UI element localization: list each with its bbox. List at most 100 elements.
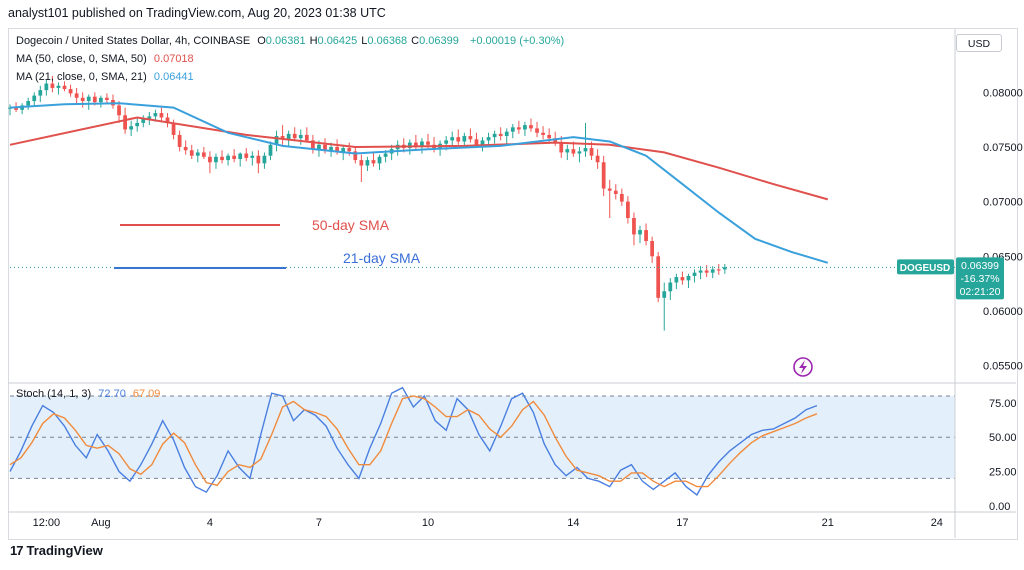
stoch-y-tick-label: 50.00 bbox=[989, 432, 1017, 444]
candle bbox=[26, 97, 31, 110]
candle bbox=[208, 151, 212, 174]
candle bbox=[244, 148, 249, 162]
lightning-icon-ring bbox=[793, 357, 813, 377]
candle-body bbox=[674, 277, 679, 283]
candle bbox=[232, 149, 237, 163]
candle-body bbox=[571, 149, 576, 154]
candle-body bbox=[347, 148, 352, 152]
candle-body bbox=[607, 188, 612, 191]
stoch-y-tick-label: 0.00 bbox=[989, 501, 1010, 513]
candle-body bbox=[195, 152, 200, 156]
candle bbox=[111, 94, 115, 109]
price-tag: DOGEUSD 0.06399-16.37%02:21:20 bbox=[10, 257, 1004, 300]
candle-body bbox=[26, 101, 31, 106]
tradingview-logo-icon: 17 bbox=[10, 543, 24, 558]
candle-body bbox=[280, 136, 285, 140]
candle bbox=[250, 151, 255, 166]
candle bbox=[74, 87, 79, 104]
candle bbox=[698, 266, 703, 280]
candle-body bbox=[510, 127, 515, 132]
candle bbox=[304, 127, 309, 143]
candle bbox=[656, 251, 661, 303]
candle-body bbox=[56, 85, 61, 88]
price-tag-change: -16.37% bbox=[960, 273, 999, 285]
candle bbox=[510, 124, 515, 139]
candle-body bbox=[304, 134, 309, 141]
candle bbox=[286, 130, 291, 146]
candle bbox=[613, 184, 618, 200]
candle bbox=[298, 129, 303, 145]
candle-body bbox=[704, 270, 709, 273]
candle-body bbox=[601, 162, 606, 189]
candle-body bbox=[244, 153, 249, 158]
x-tick-label: 7 bbox=[316, 517, 322, 529]
candle-body bbox=[238, 153, 243, 159]
candle-body bbox=[80, 97, 85, 102]
sma50-annotation-label: 50-day SMA bbox=[312, 217, 390, 233]
moving-averages bbox=[9, 102, 829, 264]
candle-body bbox=[444, 140, 449, 144]
candle bbox=[56, 82, 61, 95]
candle bbox=[8, 104, 12, 116]
ohlc-label: O bbox=[257, 35, 266, 47]
candle-body bbox=[147, 116, 152, 119]
candle-body bbox=[662, 291, 667, 298]
ohlc-value: 0.06399 bbox=[419, 35, 459, 47]
candle bbox=[626, 196, 630, 224]
candle bbox=[638, 225, 642, 244]
y-tick-label: 0.06000 bbox=[983, 306, 1023, 318]
candle-body bbox=[377, 156, 382, 164]
candle-body bbox=[323, 144, 327, 151]
candle bbox=[86, 94, 91, 110]
stoch-d-value: 67.09 bbox=[132, 388, 161, 400]
candle-body bbox=[486, 137, 491, 141]
symbol-tag-bg bbox=[897, 259, 954, 275]
candle bbox=[50, 75, 55, 93]
candle-body bbox=[577, 151, 582, 154]
ohlc-label: H bbox=[309, 35, 318, 47]
x-tick-label: 21 bbox=[822, 517, 834, 529]
candle-body bbox=[129, 126, 134, 130]
ma21-value: 0.06441 bbox=[153, 71, 194, 83]
sma21-line bbox=[9, 102, 829, 264]
candle bbox=[432, 137, 436, 153]
candle bbox=[359, 154, 364, 182]
candle bbox=[492, 130, 497, 144]
sma21-annotation-label: 21-day SMA bbox=[343, 250, 421, 266]
candle bbox=[529, 118, 533, 132]
lightning-icon[interactable] bbox=[793, 357, 813, 377]
candle-body bbox=[159, 113, 164, 118]
candle-body bbox=[426, 141, 430, 145]
stoch-k-line bbox=[9, 386, 818, 496]
candle bbox=[541, 126, 545, 140]
candle bbox=[692, 269, 697, 283]
candle bbox=[262, 152, 267, 169]
candle-body bbox=[38, 90, 43, 96]
candle bbox=[601, 155, 606, 197]
candle-body bbox=[668, 282, 673, 292]
candle-body bbox=[292, 133, 297, 139]
candle bbox=[189, 144, 194, 159]
stoch-band bbox=[10, 395, 955, 479]
candle-body bbox=[105, 97, 109, 100]
candle bbox=[674, 273, 679, 290]
candle bbox=[20, 103, 24, 115]
candle-body bbox=[529, 125, 533, 129]
symbol-title: Dogecoin / United States Dollar, 4h, COI… bbox=[16, 35, 251, 47]
candle bbox=[183, 140, 188, 155]
candle bbox=[32, 92, 37, 106]
candle-body bbox=[44, 83, 49, 91]
currency-button[interactable]: USD bbox=[956, 34, 1002, 52]
tradingview-logo[interactable]: 17 TradingView bbox=[10, 543, 103, 558]
candle-body bbox=[480, 140, 485, 145]
y-tick-label: 0.07500 bbox=[983, 142, 1023, 154]
y-tick-label: 0.07000 bbox=[983, 197, 1023, 209]
sma50-line bbox=[9, 116, 829, 201]
axes: 0.080000.075000.070000.065000.060000.055… bbox=[8, 29, 1023, 538]
candle-body bbox=[656, 256, 661, 298]
candle-body bbox=[365, 160, 370, 166]
candle-body bbox=[626, 201, 630, 219]
candle-body bbox=[632, 218, 636, 235]
candle bbox=[38, 85, 43, 103]
